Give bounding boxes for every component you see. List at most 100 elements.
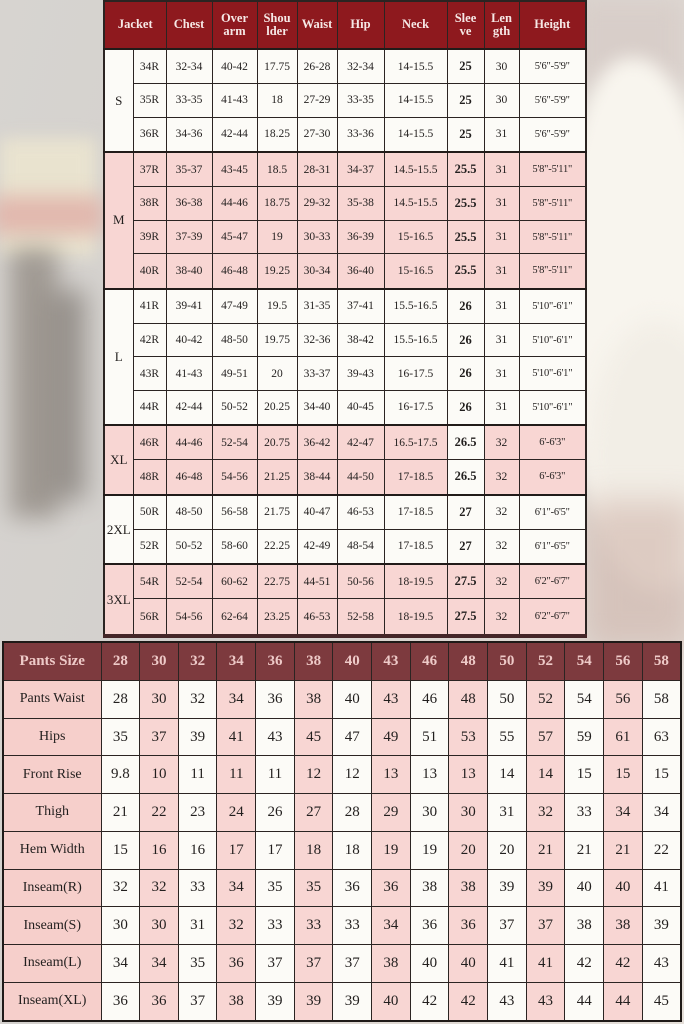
jacket-cell: 21.75 <box>256 493 298 530</box>
jacket-col-header: Over arm <box>211 0 258 50</box>
pants-cell: 44 <box>603 981 643 1022</box>
jacket-cell: 33-36 <box>336 116 385 153</box>
jacket-cell: 42-49 <box>296 528 338 565</box>
jacket-cell: 46-48 <box>211 253 258 290</box>
pants-cell: 34 <box>216 680 257 719</box>
pants-cell: 14 <box>525 755 566 795</box>
pants-cell: 32 <box>525 793 566 832</box>
pants-cell: 9.8 <box>100 755 141 795</box>
jacket-cell: 31-35 <box>296 287 338 324</box>
pants-cell: 11 <box>255 755 295 795</box>
jacket-chart-header: Jacket Chest Over arm Shou lder Waist Hip Neck… <box>103 0 587 50</box>
pants-cell: 57 <box>525 717 566 757</box>
jacket-cell: 50-52 <box>165 528 213 565</box>
jacket-cell: 26.5 <box>446 459 485 496</box>
pants-cell: 33 <box>293 906 334 945</box>
pants-col-header: 34 <box>216 641 257 681</box>
jacket-cell: 32 <box>483 598 520 637</box>
pants-cell: 35 <box>255 868 295 908</box>
pants-table-row: Thigh 21 22 23 24 26 27 28 29 30 30 31 32 33 34 34 <box>2 793 682 832</box>
background-blur-shape <box>584 500 684 650</box>
pants-cell: 43 <box>525 981 566 1022</box>
jacket-cell: 52-54 <box>211 424 258 461</box>
jacket-table-row: 3XL 54R 52-54 60-62 22.75 44-51 50-56 18-19.5 27… <box>103 563 587 637</box>
pants-cell: 18 <box>332 830 373 870</box>
pants-cell: 30 <box>409 793 450 832</box>
jacket-cell: 25.5 <box>446 186 485 221</box>
jacket-cell: 17-18.5 <box>383 493 448 530</box>
jacket-cell: 25 <box>446 48 485 85</box>
pants-cell: 36 <box>332 868 373 908</box>
jacket-cell: 6'-6'3" <box>518 424 587 461</box>
pants-cell: 13 <box>448 755 489 795</box>
pants-cell: 30 <box>139 680 179 719</box>
pants-cell: 55 <box>487 717 527 757</box>
pants-cell: 59 <box>564 717 605 757</box>
pants-cell: 43 <box>371 680 411 719</box>
jacket-cell: 48-50 <box>165 493 213 530</box>
jacket-cell: 5'10"-6'1" <box>518 287 587 324</box>
background-blur-shape <box>52 290 86 500</box>
pants-cell: 37 <box>487 906 527 945</box>
pants-cell: 15 <box>100 830 141 870</box>
pants-cell: 56 <box>603 680 643 719</box>
jacket-cell: 60-62 <box>211 563 258 600</box>
pants-row-label: Inseam(S) <box>2 906 102 945</box>
pants-table-row: Hem Width 15 16 16 17 17 18 18 19 19 20 20 21 21 21 22 <box>2 830 682 870</box>
jacket-cell: 40-42 <box>165 322 213 358</box>
jacket-cell: 34-36 <box>165 116 213 153</box>
jacket-cell: 16-17.5 <box>383 356 448 391</box>
pants-cell: 16 <box>177 830 218 870</box>
pants-cell: 34 <box>216 868 257 908</box>
pants-cell: 36 <box>139 981 179 1022</box>
pants-cell: 43 <box>641 943 682 983</box>
jacket-cell: 5'6"-5'9" <box>518 116 587 153</box>
pants-cell: 38 <box>564 906 605 945</box>
pants-col-header: 50 <box>487 641 527 681</box>
jacket-cell: 5'6"-5'9" <box>518 48 587 85</box>
jacket-cell: 26.5 <box>446 424 485 461</box>
pants-cell: 63 <box>641 717 682 757</box>
jacket-size-group-label: 3XL <box>103 563 134 637</box>
jacket-cell: 15-16.5 <box>383 219 448 255</box>
jacket-size-cell: 35R <box>132 83 167 118</box>
pants-cell: 38 <box>603 906 643 945</box>
jacket-size-cell: 37R <box>132 151 167 188</box>
jacket-cell: 31 <box>483 219 520 255</box>
jacket-cell: 32 <box>483 459 520 496</box>
jacket-table-row: 36R 34-36 42-44 18.25 27-30 33-36 14-15.5 25 31 5… <box>104 116 587 153</box>
pants-cell: 37 <box>293 943 334 983</box>
jacket-size-cell: 36R <box>132 116 167 153</box>
jacket-cell: 40-47 <box>296 493 338 530</box>
jacket-cell: 47-49 <box>211 287 258 324</box>
jacket-cell: 54-56 <box>165 598 213 637</box>
pants-cell: 21 <box>100 793 141 832</box>
jacket-cell: 18.25 <box>256 116 298 153</box>
pants-cell: 32 <box>216 906 257 945</box>
pants-cell: 38 <box>371 943 411 983</box>
jacket-col-header: Neck <box>383 0 448 50</box>
jacket-table-row: 48R 46-48 54-56 21.25 38-44 44-50 17-18.5 26.5 3… <box>104 459 587 496</box>
jacket-cell: 34-37 <box>336 151 385 188</box>
jacket-size-cell: 52R <box>132 528 167 565</box>
jacket-cell: 25.5 <box>446 253 485 290</box>
jacket-cell: 32 <box>483 563 520 600</box>
jacket-cell: 46-53 <box>296 598 338 637</box>
jacket-cell: 30 <box>483 48 520 85</box>
jacket-header-row: Jacket Chest Over arm Shou lder Waist Hip Neck… <box>103 0 587 50</box>
jacket-cell: 39-41 <box>165 287 213 324</box>
jacket-cell: 20 <box>256 356 298 391</box>
jacket-cell: 36-38 <box>165 186 213 221</box>
jacket-cell: 41-43 <box>211 83 258 118</box>
jacket-col-header: Waist <box>296 0 338 50</box>
pants-cell: 39 <box>177 717 218 757</box>
pants-cell: 36 <box>216 943 257 983</box>
jacket-cell: 31 <box>483 287 520 324</box>
jacket-cell: 33-35 <box>165 83 213 118</box>
pants-col-header: 30 <box>139 641 179 681</box>
jacket-cell: 16.5-17.5 <box>383 424 448 461</box>
pants-cell: 39 <box>641 906 682 945</box>
pants-cell: 15 <box>603 755 643 795</box>
jacket-cell: 6'1"-6'5" <box>518 493 587 530</box>
